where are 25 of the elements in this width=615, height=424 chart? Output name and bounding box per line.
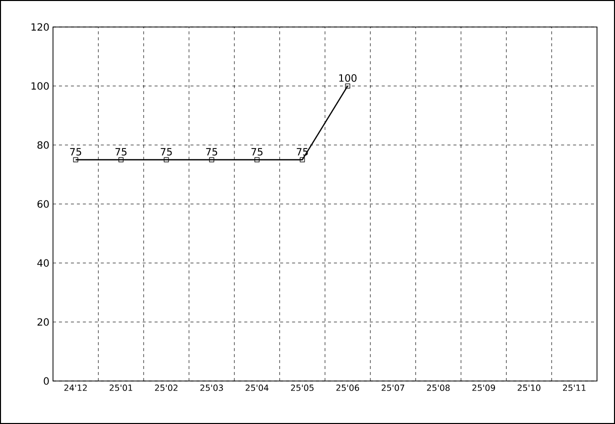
- y-tick-label: 20: [38, 318, 49, 326]
- data-label: 75: [251, 148, 262, 156]
- x-tick-label: 25'02: [155, 384, 178, 391]
- x-tick-label: 25'07: [382, 384, 404, 391]
- x-tick-label: 25'01: [110, 384, 132, 391]
- x-tick-label: 25'03: [200, 384, 223, 391]
- y-tick-label: 100: [32, 82, 49, 90]
- x-tick-label: 24'12: [64, 384, 87, 391]
- y-tick-label: 80: [37, 141, 49, 149]
- data-label: 75: [70, 148, 82, 156]
- data-label: 75: [160, 148, 172, 156]
- data-label: 75: [115, 148, 126, 156]
- x-tick-label: 25'10: [518, 384, 540, 391]
- x-tick-label: 25'11: [563, 384, 586, 391]
- y-tick-label: 60: [38, 200, 49, 208]
- data-label: 100: [339, 74, 357, 82]
- x-tick-label: 25'09: [472, 384, 496, 391]
- x-tick-label: 25'04: [246, 384, 268, 391]
- data-label: 75: [206, 148, 218, 156]
- x-tick-label: 25'06: [336, 384, 360, 391]
- y-tick-label: 40: [37, 259, 49, 267]
- y-tick-label: 120: [32, 23, 49, 31]
- x-tick-label: 25'08: [427, 384, 450, 391]
- x-tick-label: 25'05: [291, 384, 314, 391]
- y-tick-label: 0: [44, 377, 49, 385]
